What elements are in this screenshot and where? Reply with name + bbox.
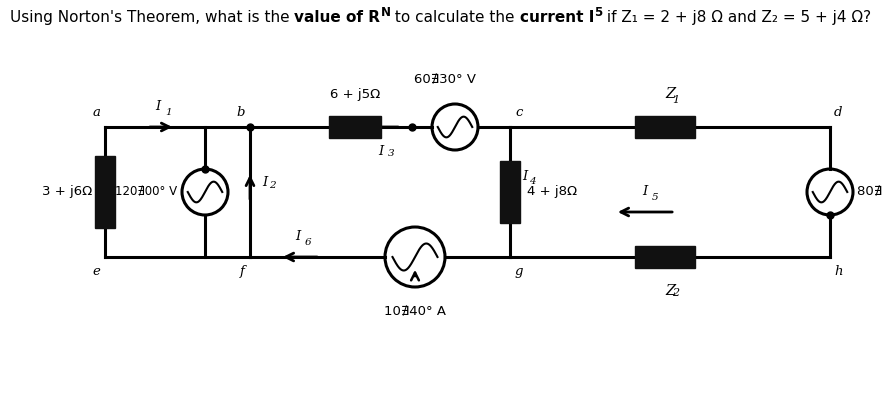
Text: I: I	[155, 100, 161, 113]
Text: I: I	[295, 230, 301, 243]
Text: 2: 2	[269, 182, 275, 190]
Text: 10∄40° A: 10∄40° A	[384, 305, 446, 318]
Text: 4 + j8Ω: 4 + j8Ω	[527, 186, 577, 199]
Text: Z: Z	[665, 284, 675, 298]
Bar	[500, 161, 520, 223]
Text: 2: 2	[672, 288, 679, 298]
Text: h: h	[834, 265, 842, 278]
Bar	[95, 156, 115, 228]
Text: 1: 1	[165, 108, 172, 117]
Text: 3: 3	[388, 149, 394, 158]
Text: 4: 4	[529, 177, 535, 186]
Text: I: I	[642, 185, 647, 198]
Text: g: g	[515, 265, 524, 278]
Text: 6 + j5Ω: 6 + j5Ω	[330, 88, 380, 101]
Text: b: b	[236, 106, 245, 119]
Text: 5: 5	[652, 193, 659, 202]
Text: d: d	[834, 106, 842, 119]
Text: f: f	[240, 265, 245, 278]
Text: 5: 5	[594, 6, 602, 19]
Text: e: e	[92, 265, 100, 278]
Text: 3 + j6Ω: 3 + j6Ω	[41, 186, 92, 199]
Text: to calculate the: to calculate the	[391, 10, 519, 25]
Text: 120∄00° V: 120∄00° V	[115, 186, 177, 199]
Text: 6: 6	[305, 238, 311, 247]
Text: I: I	[378, 145, 384, 158]
Text: current I: current I	[519, 10, 594, 25]
Text: 1: 1	[672, 95, 679, 105]
Text: I: I	[522, 171, 527, 184]
Text: Using Norton's Theorem, what is the: Using Norton's Theorem, what is the	[10, 10, 295, 25]
Bar	[329, 116, 381, 138]
Text: c: c	[515, 106, 522, 119]
Text: value of R: value of R	[295, 10, 380, 25]
Text: I: I	[262, 175, 267, 188]
Text: N: N	[380, 6, 391, 19]
Text: Z: Z	[665, 87, 675, 101]
Text: if Z₁ = 2 + j8 Ω and Z₂ = 5 + j4 Ω?: if Z₁ = 2 + j8 Ω and Z₂ = 5 + j4 Ω?	[602, 10, 871, 25]
Bar	[635, 246, 695, 268]
Bar	[635, 116, 695, 138]
Text: 80∄60° V: 80∄60° V	[857, 186, 882, 199]
Text: 60∄30° V: 60∄30° V	[414, 73, 476, 86]
Text: a: a	[92, 106, 100, 119]
